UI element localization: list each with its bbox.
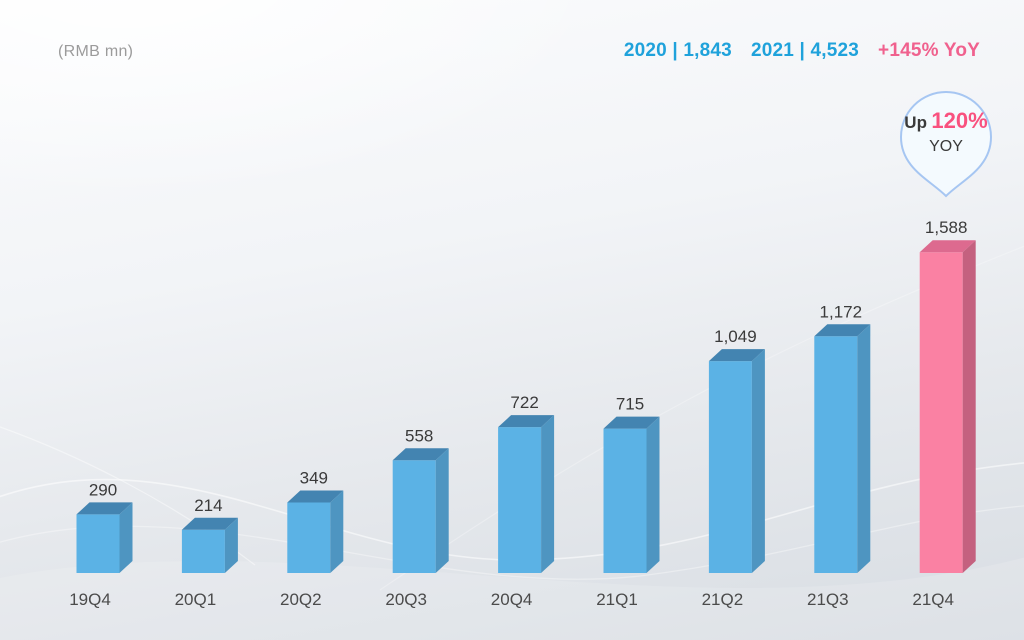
bar-front-face <box>181 529 225 573</box>
x-axis-label: 21Q3 <box>807 590 849 609</box>
x-axis-label: 21Q1 <box>596 590 638 609</box>
bar-top-face <box>392 448 449 461</box>
bar-side-face <box>224 517 238 573</box>
bar-front-face <box>919 252 963 573</box>
bar-group-20Q4: 722 20Q4 <box>491 393 555 609</box>
yoy-growth-label: +145% YoY <box>878 40 980 61</box>
bar-front-face <box>708 361 752 573</box>
bar-front-face <box>498 427 542 573</box>
callout-highlight: 120% <box>931 108 988 133</box>
bar-group-19Q4: 290 19Q4 <box>69 480 133 609</box>
unit-label: (RMB mn) <box>58 43 134 60</box>
x-axis-label: 20Q1 <box>175 590 217 609</box>
bar-group-20Q1: 214 20Q1 <box>175 496 238 609</box>
annual-totals: 2020 | 1,843 2021 | 4,523 +145% YoY <box>624 40 980 62</box>
bar-value-label: 214 <box>194 496 222 515</box>
bar-side-face <box>119 502 133 573</box>
balloon-shape <box>899 91 993 198</box>
bar-side-face <box>962 240 976 573</box>
x-axis-label: 20Q3 <box>385 590 427 609</box>
bar-value-label: 715 <box>616 395 644 414</box>
bar-side-face <box>857 324 871 573</box>
bar-value-label: 1,172 <box>820 302 863 321</box>
bar-front-face <box>603 428 647 573</box>
bar-top-face <box>814 324 871 337</box>
bar-side-face <box>646 416 660 573</box>
x-axis-label: 20Q2 <box>280 590 322 609</box>
bar-value-label: 558 <box>405 426 433 445</box>
bar-side-face <box>330 490 344 573</box>
callout-text: Up 120% YOY <box>893 84 999 157</box>
callout-suffix: YOY <box>929 138 963 155</box>
x-axis-label: 21Q4 <box>912 590 954 609</box>
bar-side-face <box>435 448 449 573</box>
total-2020: 2020 | 1,843 <box>623 40 732 61</box>
bar-group-20Q3: 558 20Q3 <box>385 426 449 609</box>
x-axis-label: 21Q2 <box>702 590 744 609</box>
bar-side-face <box>751 349 765 573</box>
bar-value-label: 722 <box>510 393 538 412</box>
swoosh-line-2 <box>0 505 1024 580</box>
bar-top-face <box>498 415 555 428</box>
bar-front-face <box>287 502 331 573</box>
bar-top-face <box>603 416 660 429</box>
bar-group-20Q2: 349 20Q2 <box>280 469 344 609</box>
bar-value-label: 290 <box>89 480 117 499</box>
bar-top-face <box>919 240 976 253</box>
bar-group-21Q4: 1,588 21Q4 <box>912 218 976 609</box>
bar-group-21Q1: 715 21Q1 <box>596 395 660 609</box>
bar-top-face <box>181 517 238 530</box>
swoosh-band <box>0 557 1024 640</box>
bar-front-face <box>814 336 858 573</box>
x-axis-label: 20Q4 <box>491 590 533 609</box>
bar-front-face <box>392 460 436 573</box>
bar-value-label: 349 <box>300 469 328 488</box>
bar-top-face <box>76 502 133 515</box>
x-axis-label: 19Q4 <box>69 590 111 609</box>
bar-value-label: 1,049 <box>714 327 757 346</box>
total-2021: 2021 | 4,523 <box>750 40 860 61</box>
bar-group-21Q3: 1,172 21Q3 <box>807 302 871 609</box>
callout-prefix: Up <box>904 113 927 132</box>
bar-value-label: 1,588 <box>925 218 968 237</box>
balloon-pin <box>899 91 993 198</box>
bar-front-face <box>76 514 120 573</box>
bar-top-face <box>287 490 344 503</box>
bar-top-face <box>708 349 765 362</box>
yoy-callout-balloon: Up 120% YOY <box>893 84 999 202</box>
bar-side-face <box>541 415 555 573</box>
bar-group-21Q2: 1,049 21Q2 <box>702 327 765 609</box>
